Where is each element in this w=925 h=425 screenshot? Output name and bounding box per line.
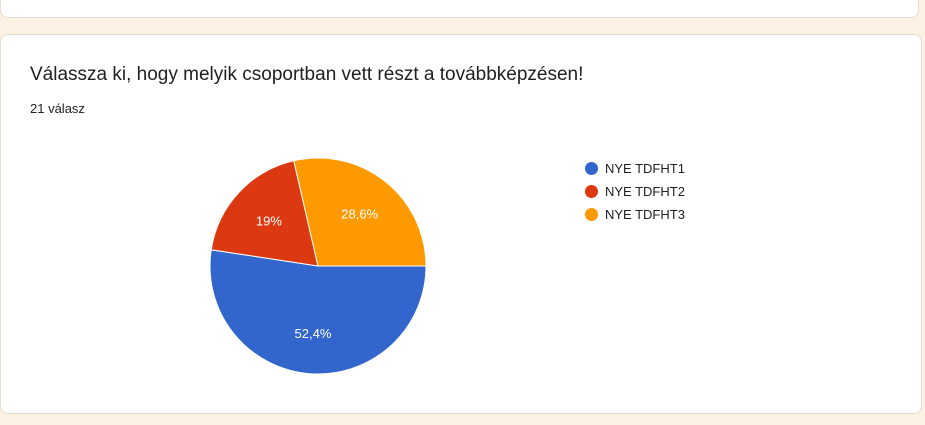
legend-item[interactable]: NYE TDFHT1	[585, 157, 685, 180]
legend-label: NYE TDFHT3	[605, 207, 685, 222]
legend-label: NYE TDFHT2	[605, 184, 685, 199]
question-summary-card: Válassza ki, hogy melyik csoportban vett…	[0, 34, 922, 414]
pie-chart: 52,4% 19% 28,6%	[209, 157, 427, 375]
legend-swatch	[585, 185, 598, 198]
question-title: Válassza ki, hogy melyik csoportban vett…	[30, 64, 584, 85]
slice-value-label: 19%	[256, 213, 282, 228]
pie-slice[interactable]	[209, 249, 427, 375]
previous-card	[0, 0, 919, 18]
pie-slice[interactable]	[293, 157, 427, 267]
legend-item[interactable]: NYE TDFHT2	[585, 180, 685, 203]
legend-swatch	[585, 162, 598, 175]
response-count: 21 válasz	[30, 101, 85, 116]
legend-item[interactable]: NYE TDFHT3	[585, 203, 685, 226]
legend-label: NYE TDFHT1	[605, 161, 685, 176]
chart-legend: NYE TDFHT1 NYE TDFHT2 NYE TDFHT3	[585, 157, 685, 226]
pie-slice[interactable]	[210, 160, 319, 267]
slice-value-label: 52,4%	[295, 326, 332, 341]
legend-swatch	[585, 208, 598, 221]
slice-value-label: 28,6%	[341, 207, 378, 222]
